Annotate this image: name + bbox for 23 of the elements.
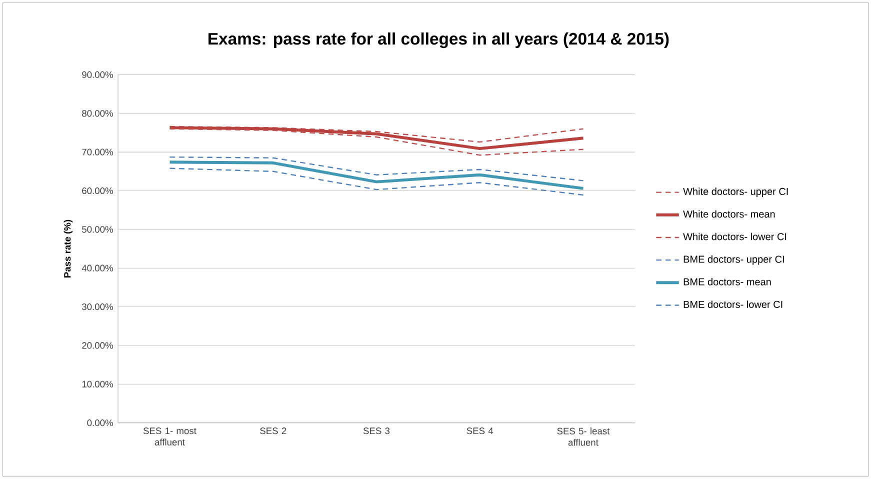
y-tick-label: 60.00% xyxy=(82,188,113,194)
y-tick-label: 50.00% xyxy=(82,226,113,233)
x-tick-label: SES 2 xyxy=(260,428,286,434)
legend-label: BME doctors- lower CI xyxy=(684,300,782,308)
y-tick-label: 30.00% xyxy=(82,304,113,310)
legend-label: White doctors- lower CI xyxy=(683,232,786,240)
y-tick-label: 70.00% xyxy=(82,148,113,156)
legend-label: White doctors- mean xyxy=(683,210,775,218)
y-tick-label: 20.00% xyxy=(82,342,113,349)
x-tick-label: SES 1- most affluent xyxy=(143,428,196,446)
y-axis-title: Pass rate (%) xyxy=(64,220,73,278)
y-tick-label: 10.00% xyxy=(82,380,113,388)
x-tick-label: SES 5- least affluent xyxy=(557,428,610,446)
chart-title: Exams: pass rate for all colleges in all years (2014 & 2015) xyxy=(208,32,669,48)
y-tick-label: 40.00% xyxy=(82,264,113,272)
legend-label: BME doctors- mean xyxy=(684,278,771,286)
y-tick-label: 80.00% xyxy=(82,110,113,117)
legend-label: White doctors- upper CI xyxy=(683,188,788,198)
legend-label: BME doctors- upper CI xyxy=(684,256,784,265)
y-tick-label: 90.00% xyxy=(82,71,113,78)
y-tick-label: 0.00% xyxy=(87,420,114,426)
x-tick-label: SES 4 xyxy=(466,428,494,434)
x-tick-label: SES 3 xyxy=(363,428,390,434)
